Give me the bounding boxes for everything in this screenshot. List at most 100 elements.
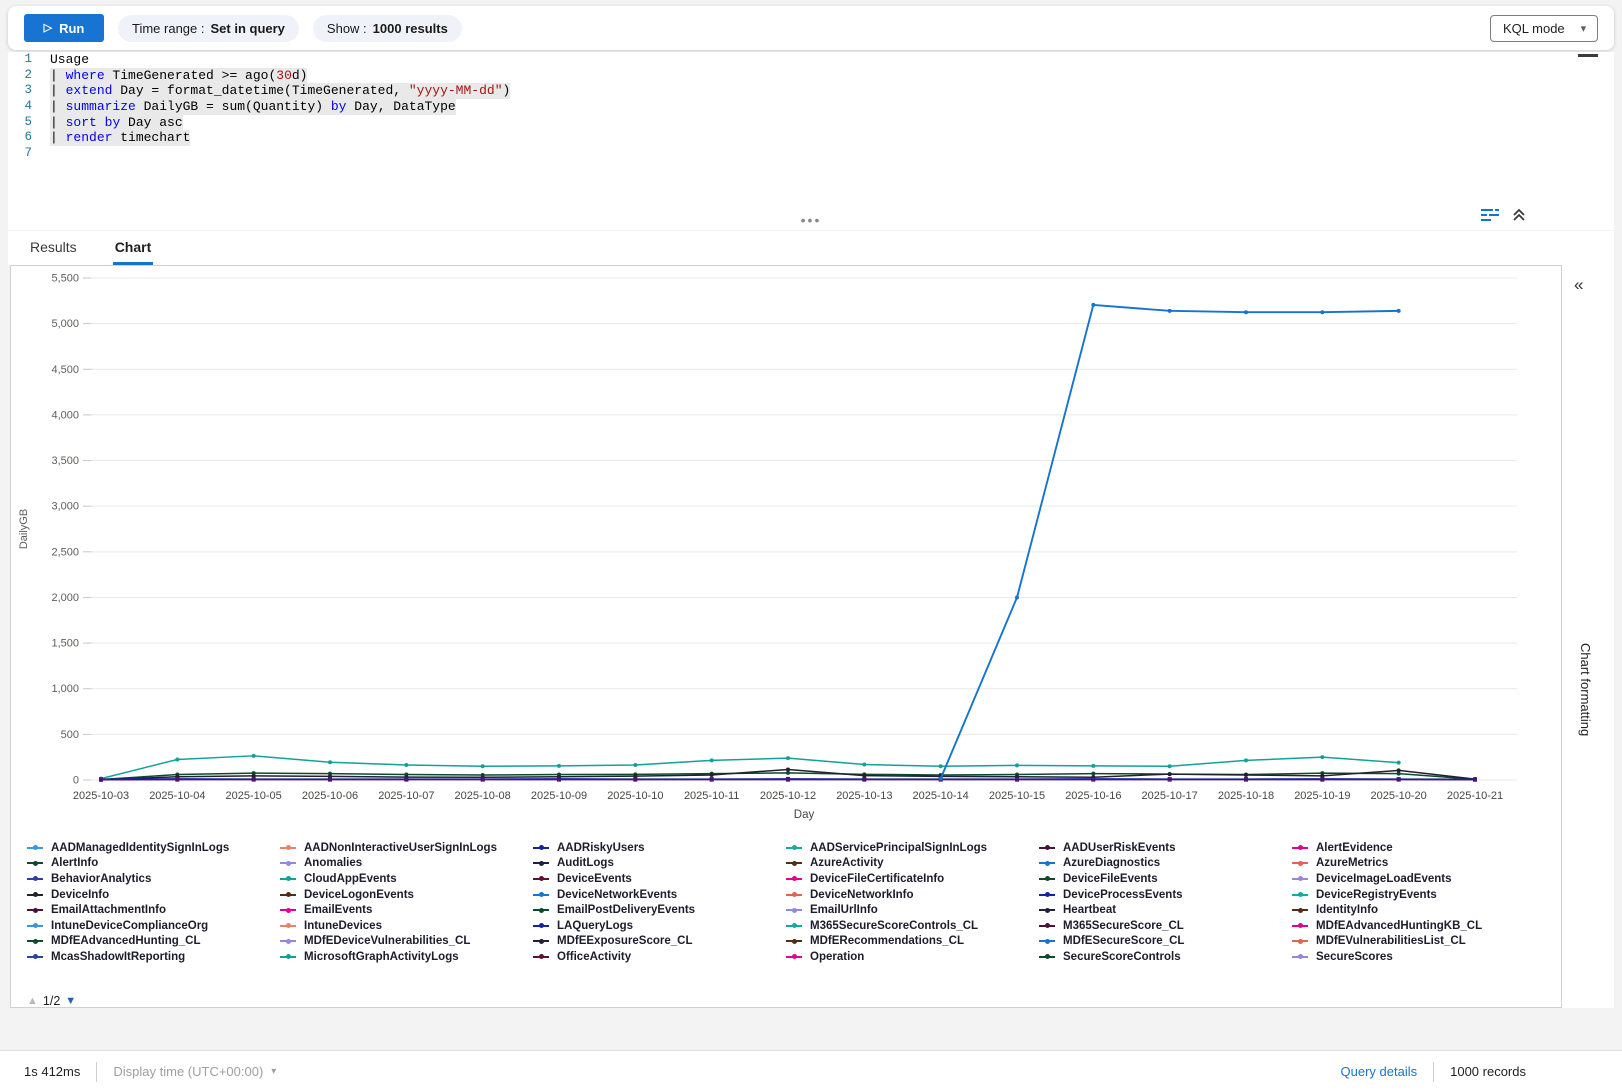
legend-series-label: M365SecureScoreControls_CL: [810, 919, 979, 932]
legend-item[interactable]: Heartbeat: [1039, 902, 1282, 918]
collapse-editor-icon[interactable]: [1512, 208, 1526, 222]
tab-chart[interactable]: Chart: [112, 233, 154, 265]
legend-item[interactable]: DeviceFileCertificateInfo: [786, 871, 1029, 887]
legend-series-label: IntuneDeviceComplianceOrg: [51, 919, 209, 932]
kql-mode-select[interactable]: KQL mode ▾: [1490, 14, 1598, 42]
legend-series-swatch: [27, 860, 43, 866]
code-line[interactable]: 7: [8, 146, 1614, 162]
kql-query-editor[interactable]: 1 Usage 2 | where TimeGenerated >= ago(30d)…: [8, 52, 1614, 230]
legend-item[interactable]: SecureScoreControls: [1039, 949, 1282, 965]
legend-pagination: ▲ 1/2 ▼: [27, 994, 76, 1008]
legend-series-swatch: [1039, 845, 1055, 851]
legend-item[interactable]: AADRiskyUsers: [533, 840, 776, 856]
legend-item[interactable]: EmailPostDeliveryEvents: [533, 902, 776, 918]
legend-item[interactable]: IntuneDeviceComplianceOrg: [27, 918, 270, 934]
legend-item[interactable]: AADUserRiskEvents: [1039, 840, 1282, 856]
panel-resize-gripper[interactable]: •••: [800, 212, 822, 228]
legend-item[interactable]: M365SecureScore_CL: [1039, 918, 1282, 934]
legend-series-swatch: [1039, 907, 1055, 913]
legend-item[interactable]: MDfERecommendations_CL: [786, 934, 1029, 950]
code-line[interactable]: 5 | sort by Day asc: [8, 114, 1614, 131]
legend-item[interactable]: DeviceNetworkInfo: [786, 887, 1029, 903]
legend-item[interactable]: AuditLogs: [533, 856, 776, 872]
legend-item[interactable]: DeviceLogonEvents: [280, 887, 523, 903]
legend-item[interactable]: AlertEvidence: [1292, 840, 1535, 856]
legend-item[interactable]: MDfESecureScore_CL: [1039, 934, 1282, 950]
legend-item[interactable]: LAQueryLogs: [533, 918, 776, 934]
legend-item[interactable]: DeviceImageLoadEvents: [1292, 871, 1535, 887]
legend-series-label: EmailAttachmentInfo: [51, 904, 167, 917]
legend-item[interactable]: DeviceFileEvents: [1039, 871, 1282, 887]
legend-page-indicator: 1/2: [42, 994, 61, 1008]
time-range-picker[interactable]: Time range : Set in query: [118, 14, 299, 42]
svg-text:1,000: 1,000: [51, 683, 79, 695]
legend-item[interactable]: EmailAttachmentInfo: [27, 902, 270, 918]
legend-item[interactable]: MDfEAdvancedHunting_CL: [27, 934, 270, 950]
legend-item[interactable]: MDfEVulnerabilitiesList_CL: [1292, 934, 1535, 950]
tab-results[interactable]: Results: [30, 239, 77, 255]
code-line[interactable]: 3 | extend Day = format_datetime(TimeGene…: [8, 83, 1614, 100]
svg-text:2025-10-16: 2025-10-16: [1065, 790, 1121, 802]
legend-item[interactable]: CloudAppEvents: [280, 871, 523, 887]
chart-formatting-label[interactable]: Chart formatting: [1578, 643, 1593, 737]
format-lines-icon[interactable]: [1480, 208, 1500, 222]
legend-page-up-icon[interactable]: ▲: [27, 995, 38, 1007]
code-text: | sort by Day asc: [50, 114, 183, 131]
legend-item[interactable]: DeviceInfo: [27, 887, 270, 903]
legend-item[interactable]: DeviceEvents: [533, 871, 776, 887]
code-line[interactable]: 2 | where TimeGenerated >= ago(30d): [8, 67, 1614, 84]
legend-item[interactable]: AzureActivity: [786, 856, 1029, 872]
expand-formatting-icon[interactable]: «: [1574, 275, 1584, 294]
legend-series-label: AADUserRiskEvents: [1063, 841, 1176, 854]
code-line[interactable]: 1 Usage: [8, 52, 1614, 68]
legend-series-label: BehaviorAnalytics: [51, 872, 152, 885]
legend-series-swatch: [1039, 892, 1055, 898]
svg-text:Day: Day: [794, 809, 815, 821]
svg-text:2025-10-14: 2025-10-14: [913, 790, 969, 802]
legend-item[interactable]: McasShadowItReporting: [27, 949, 270, 965]
legend-item[interactable]: DeviceProcessEvents: [1039, 887, 1282, 903]
legend-item[interactable]: SecureScores: [1292, 949, 1535, 965]
code-text: | render timechart: [50, 130, 191, 147]
legend-series-label: AzureMetrics: [1316, 857, 1389, 870]
legend-item[interactable]: DeviceRegistryEvents: [1292, 887, 1535, 903]
legend-page-down-icon[interactable]: ▼: [65, 995, 77, 1007]
legend-item[interactable]: M365SecureScoreControls_CL: [786, 918, 1029, 934]
legend-item[interactable]: MDfEExposureScore_CL: [533, 934, 776, 950]
run-button[interactable]: ▷ Run: [24, 14, 104, 42]
legend-item[interactable]: Anomalies: [280, 856, 523, 872]
show-results-picker[interactable]: Show : 1000 results: [312, 14, 462, 42]
svg-text:2025-10-19: 2025-10-19: [1294, 790, 1350, 802]
legend-item[interactable]: AzureMetrics: [1292, 856, 1535, 872]
legend-item[interactable]: AlertInfo: [27, 856, 270, 872]
display-time-selector[interactable]: Display time (UTC+00:00) ▾: [113, 1064, 276, 1079]
legend-item[interactable]: AADServicePrincipalSignInLogs: [786, 840, 1029, 856]
legend-item[interactable]: Operation: [786, 949, 1029, 965]
legend-series-swatch: [27, 876, 43, 882]
code-line[interactable]: 6 | render timechart: [8, 130, 1614, 147]
legend-series-label: AuditLogs: [557, 857, 614, 870]
legend-item[interactable]: DeviceNetworkEvents: [533, 887, 776, 903]
legend-item[interactable]: AzureDiagnostics: [1039, 856, 1282, 872]
legend-item[interactable]: AADNonInteractiveUserSignInLogs: [280, 840, 523, 856]
legend-item[interactable]: BehaviorAnalytics: [27, 871, 270, 887]
legend-item[interactable]: MDfEDeviceVulnerabilities_CL: [280, 934, 523, 950]
legend-item[interactable]: IntuneDevices: [280, 918, 523, 934]
legend-item[interactable]: MDfEAdvancedHuntingKB_CL: [1292, 918, 1535, 934]
legend-item[interactable]: IdentityInfo: [1292, 902, 1535, 918]
legend-series-label: McasShadowItReporting: [51, 950, 186, 963]
code-line[interactable]: 4 | summarize DailyGB = sum(Quantity) by …: [8, 99, 1614, 115]
svg-text:5,000: 5,000: [51, 318, 79, 330]
query-details-link[interactable]: Query details: [1340, 1064, 1418, 1079]
legend-item[interactable]: OfficeActivity: [533, 949, 776, 965]
legend-series-label: DeviceNetworkInfo: [810, 888, 914, 901]
legend-series-label: SecureScoreControls: [1063, 950, 1181, 963]
legend-item[interactable]: AADManagedIdentitySignInLogs: [27, 840, 270, 856]
svg-text:2025-10-07: 2025-10-07: [378, 790, 434, 802]
legend-item[interactable]: EmailEvents: [280, 902, 523, 918]
svg-text:5,500: 5,500: [51, 273, 79, 285]
legend-item[interactable]: EmailUrlInfo: [786, 902, 1029, 918]
time-range-label: Time range :: [132, 20, 205, 36]
legend-series-swatch: [1039, 860, 1055, 866]
legend-item[interactable]: MicrosoftGraphActivityLogs: [280, 949, 523, 965]
